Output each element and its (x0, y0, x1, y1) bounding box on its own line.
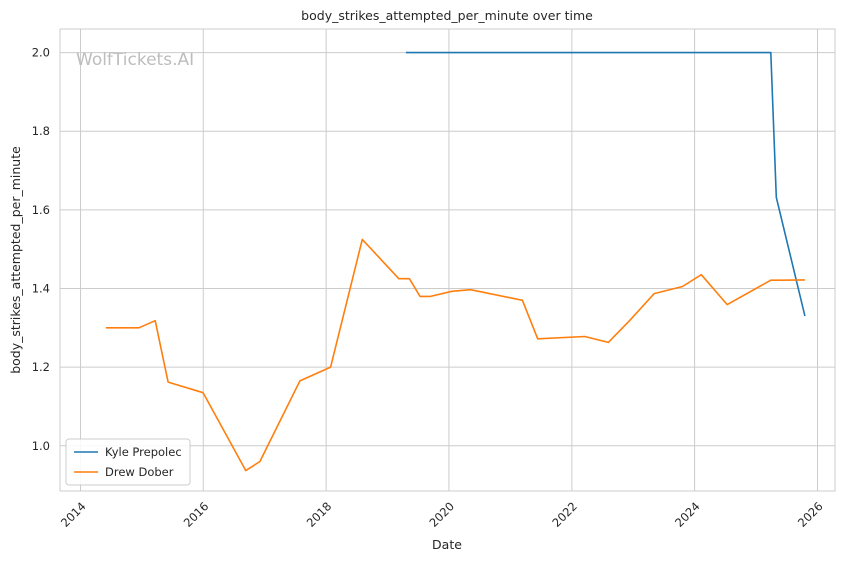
legend-label-kyle-prepolec: Kyle Prepolec (105, 445, 182, 459)
legend-label-drew-dober: Drew Dober (105, 465, 174, 479)
x-tick-label: 2024 (672, 499, 703, 530)
chart-title: body_strikes_attempted_per_minute over t… (301, 8, 593, 23)
x-tick-label: 2014 (58, 499, 89, 530)
y-tick-label: 1.4 (32, 282, 50, 296)
series-lines (105, 51, 806, 472)
y-tick-labels: 1.0 1.2 1.4 1.6 1.8 2.0 (32, 46, 50, 453)
legend-box (65, 438, 191, 486)
x-tick-label: 2018 (304, 499, 335, 530)
y-axis-title: body_strikes_attempted_per_minute (8, 146, 23, 374)
x-tick-label: 2026 (795, 499, 826, 530)
plot-area (59, 28, 836, 492)
y-tick-label: 1.0 (32, 439, 50, 453)
watermark: WolfTickets.AI (76, 50, 194, 70)
y-tick-label: 1.8 (32, 124, 50, 138)
series-line-drew-dober (105, 238, 805, 472)
series-line-kyle-prepolec (405, 51, 806, 317)
x-tick-label: 2016 (181, 499, 212, 530)
y-tick-label: 1.6 (32, 203, 50, 217)
x-tick-label: 2020 (426, 499, 457, 530)
legend: Kyle Prepolec Drew Dober (65, 438, 191, 486)
y-tick-label: 2.0 (32, 46, 50, 60)
x-tick-label: 2022 (549, 499, 580, 530)
x-tick-labels: 2014 2016 2018 2020 2022 2024 2026 (58, 499, 826, 530)
x-axis-title: Date (432, 537, 462, 552)
y-tick-label: 1.2 (32, 360, 50, 374)
